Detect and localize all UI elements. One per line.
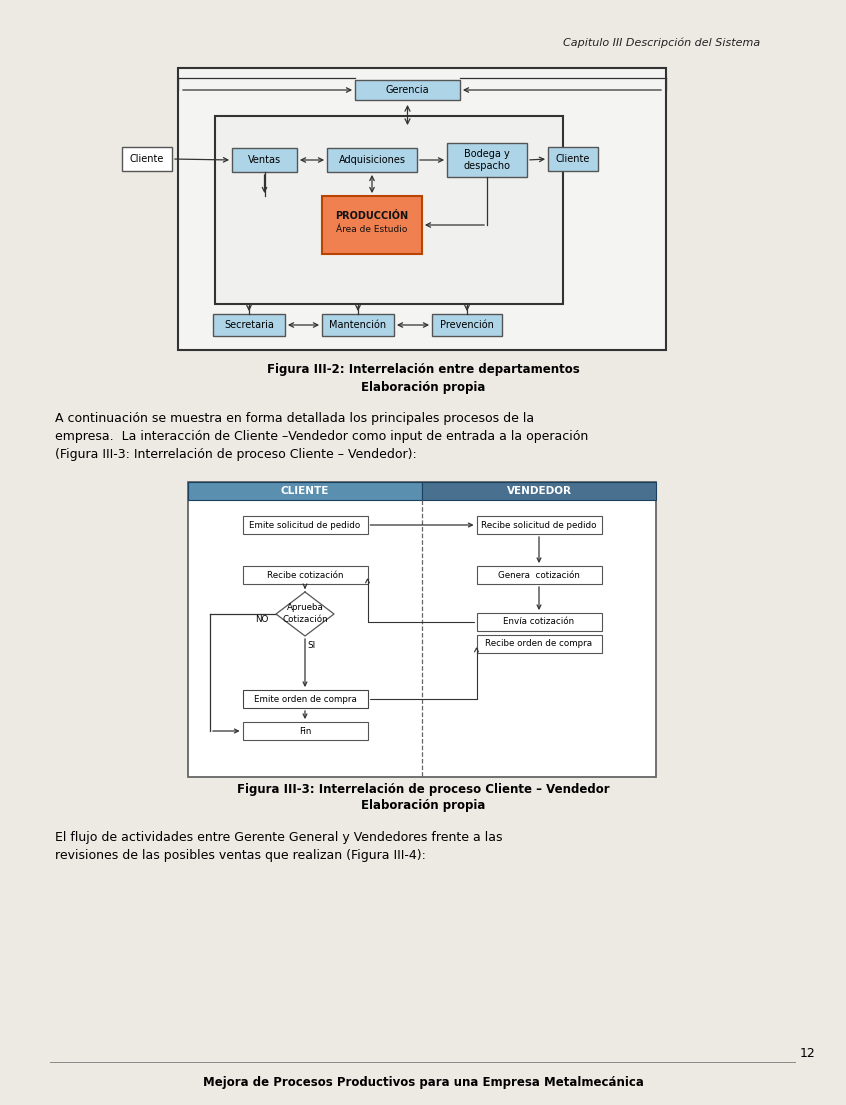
Text: Elaboración propia: Elaboración propia (360, 800, 486, 812)
Bar (243, 722, 367, 740)
Text: Mantención: Mantención (329, 320, 387, 330)
Text: Cliente: Cliente (556, 154, 591, 164)
Text: Ventas: Ventas (248, 155, 281, 165)
Text: A continuación se muestra en forma detallada los principales procesos de la: A continuación se muestra en forma detal… (55, 412, 534, 425)
Text: Recibe solicitud de pedido: Recibe solicitud de pedido (481, 520, 596, 529)
Text: Emite solicitud de pedido: Emite solicitud de pedido (250, 520, 360, 529)
Bar (213, 314, 285, 336)
Text: CLIENTE: CLIENTE (281, 486, 329, 496)
Bar (447, 143, 527, 177)
Text: Genera  cotización: Genera cotización (498, 570, 580, 579)
Bar (327, 148, 417, 172)
Bar (322, 196, 422, 254)
Text: Envía cotización: Envía cotización (503, 618, 574, 627)
Text: Secretaria: Secretaria (224, 320, 274, 330)
Bar (476, 516, 602, 534)
Bar (188, 482, 656, 777)
Bar (355, 80, 460, 99)
Bar (476, 613, 602, 631)
Bar (243, 690, 367, 708)
Text: Figura III-2: Interrelación entre departamentos: Figura III-2: Interrelación entre depart… (266, 364, 580, 377)
Text: Área de Estudio: Área de Estudio (337, 225, 408, 234)
Text: NO: NO (255, 615, 269, 624)
Bar (422, 482, 656, 499)
Bar (188, 482, 422, 499)
Text: Cotización: Cotización (283, 614, 327, 623)
Text: Fin: Fin (299, 726, 311, 736)
Text: El flujo de actividades entre Gerente General y Vendedores frente a las: El flujo de actividades entre Gerente Ge… (55, 831, 503, 844)
Bar (215, 116, 563, 304)
Text: Recibe cotización: Recibe cotización (266, 570, 343, 579)
Text: Adquisiciones: Adquisiciones (338, 155, 405, 165)
Bar (432, 314, 502, 336)
Text: Capitulo III Descripción del Sistema: Capitulo III Descripción del Sistema (563, 38, 760, 49)
Text: (Figura III-3: Interrelación de proceso Cliente – Vendedor):: (Figura III-3: Interrelación de proceso … (55, 448, 417, 461)
Bar (243, 566, 367, 585)
Text: Prevención: Prevención (440, 320, 494, 330)
Text: Aprueba: Aprueba (287, 602, 323, 611)
Bar (322, 314, 394, 336)
Text: despacho: despacho (464, 161, 510, 171)
Bar (476, 566, 602, 585)
Bar (232, 148, 297, 172)
Text: 12: 12 (800, 1048, 816, 1060)
Polygon shape (276, 592, 334, 636)
Bar (178, 69, 666, 350)
Text: Recibe orden de compra: Recibe orden de compra (486, 640, 592, 649)
Text: revisiones de las posibles ventas que realizan (Figura III-4):: revisiones de las posibles ventas que re… (55, 849, 426, 862)
Text: Bodega y: Bodega y (464, 149, 510, 159)
Bar (122, 147, 172, 171)
Text: Elaboración propia: Elaboración propia (360, 380, 486, 393)
Text: Cliente: Cliente (129, 154, 164, 164)
Text: Figura III-3: Interrelación de proceso Cliente – Vendedor: Figura III-3: Interrelación de proceso C… (237, 782, 609, 796)
Text: Mejora de Procesos Productivos para una Empresa Metalmecánica: Mejora de Procesos Productivos para una … (202, 1076, 644, 1090)
Bar (243, 516, 367, 534)
Text: VENDEDOR: VENDEDOR (507, 486, 572, 496)
Bar (476, 635, 602, 653)
Text: Gerencia: Gerencia (386, 85, 429, 95)
Text: PRODUCCIÓN: PRODUCCIÓN (335, 211, 409, 221)
Text: SI: SI (307, 641, 315, 650)
Text: Emite orden de compra: Emite orden de compra (254, 695, 356, 704)
Bar (548, 147, 598, 171)
Text: empresa.  La interacción de Cliente –Vendedor como input de entrada a la operaci: empresa. La interacción de Cliente –Vend… (55, 430, 588, 443)
